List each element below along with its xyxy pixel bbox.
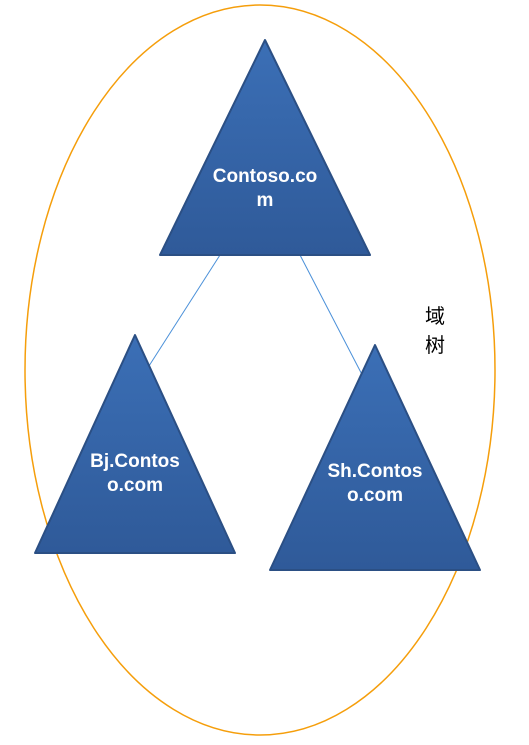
side-label: 域 树 [425,300,445,358]
side-label-line1: 域 [425,306,445,328]
node-label-sh: Sh.Contoso.com [325,460,425,508]
node-label-bj: Bj.Contoso.com [85,450,185,498]
diagram-svg [0,0,529,745]
side-label-line2: 树 [425,335,445,357]
edge-layer [140,255,370,390]
node-label-root: Contoso.com [210,165,320,213]
diagram-canvas: Contoso.com Bj.Contoso.com Sh.Contoso.co… [0,0,529,745]
